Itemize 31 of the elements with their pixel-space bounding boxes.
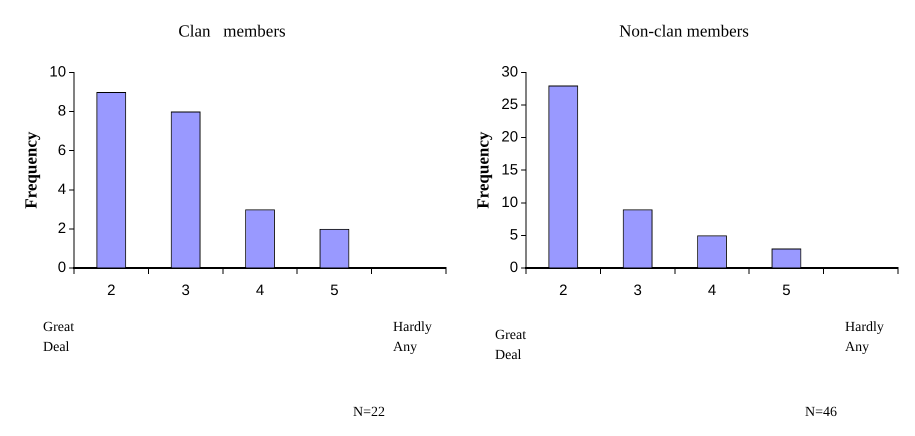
chart-title: Non-clan members	[619, 22, 749, 41]
y-tick-label: 2	[58, 220, 66, 238]
x-tick-label: 5	[782, 282, 791, 300]
y-tick-label: 8	[58, 102, 66, 120]
y-tick-label: 30	[501, 64, 518, 81]
x-tick-label: 2	[107, 282, 116, 300]
text: Hardly Any	[393, 319, 433, 357]
y-tick-label: 5	[510, 226, 518, 244]
x-tick-label: 4	[256, 282, 264, 300]
text: N=46	[805, 404, 838, 422]
y-tick-label: 0	[58, 259, 66, 276]
text: Great Deal	[495, 327, 528, 365]
y-tick-label: 10	[501, 194, 518, 211]
y-axis-title: Frequency	[474, 131, 493, 209]
y-tick-label: 4	[58, 180, 66, 198]
x-tick-label: 5	[330, 282, 339, 300]
x-tick-label: 2	[559, 282, 568, 300]
text: Great Deal	[43, 319, 76, 357]
y-tick-label: 20	[501, 128, 518, 146]
y-axis-title: Frequency	[22, 131, 41, 209]
y-tick-label: 10	[49, 64, 66, 81]
y-tick-label: 15	[501, 161, 518, 178]
x-tick-label: 3	[633, 282, 642, 300]
text: Hardly Any	[845, 319, 885, 357]
y-tick-label: 6	[58, 142, 66, 159]
y-tick-label: 0	[510, 259, 518, 276]
y-tick-label: 25	[501, 96, 518, 114]
chart-title: Clan members	[178, 22, 286, 41]
x-tick-label: 3	[181, 282, 190, 300]
x-tick-label: 4	[708, 282, 716, 300]
text: N=22	[353, 404, 386, 422]
